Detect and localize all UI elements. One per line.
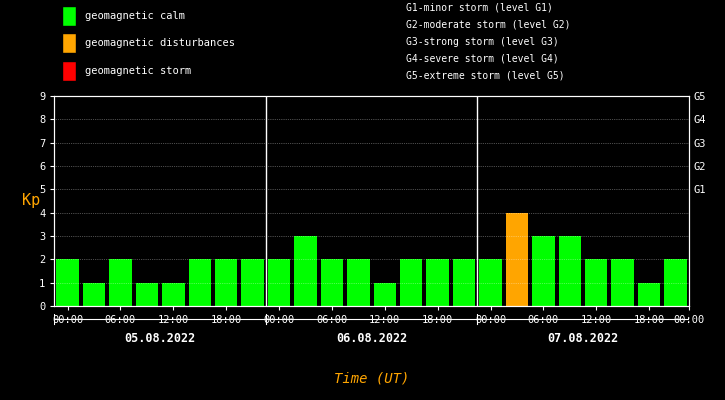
Text: G2-moderate storm (level G2): G2-moderate storm (level G2) <box>406 20 571 30</box>
FancyBboxPatch shape <box>62 6 76 26</box>
FancyBboxPatch shape <box>62 61 76 81</box>
Text: G4-severe storm (level G4): G4-severe storm (level G4) <box>406 54 559 64</box>
Bar <box>57 259 79 306</box>
Text: G1-minor storm (level G1): G1-minor storm (level G1) <box>406 3 553 13</box>
Bar <box>83 283 105 306</box>
Bar <box>453 259 476 306</box>
Bar <box>479 259 502 306</box>
Bar <box>215 259 237 306</box>
Bar <box>373 283 396 306</box>
Text: geomagnetic disturbances: geomagnetic disturbances <box>85 38 235 48</box>
Bar <box>320 259 343 306</box>
Bar <box>188 259 211 306</box>
Text: 06.08.2022: 06.08.2022 <box>336 332 407 345</box>
Bar <box>638 283 660 306</box>
Bar <box>585 259 608 306</box>
Bar <box>347 259 370 306</box>
Bar <box>241 259 264 306</box>
Bar <box>162 283 185 306</box>
Bar <box>558 236 581 306</box>
Bar <box>400 259 423 306</box>
Text: geomagnetic calm: geomagnetic calm <box>85 11 185 21</box>
Bar <box>664 259 687 306</box>
Y-axis label: Kp: Kp <box>22 194 40 208</box>
Text: 05.08.2022: 05.08.2022 <box>125 332 196 345</box>
Bar <box>611 259 634 306</box>
Bar <box>426 259 449 306</box>
FancyBboxPatch shape <box>62 33 76 53</box>
Bar <box>136 283 158 306</box>
Text: 07.08.2022: 07.08.2022 <box>547 332 618 345</box>
Bar <box>268 259 290 306</box>
Text: G3-strong storm (level G3): G3-strong storm (level G3) <box>406 37 559 47</box>
Text: G5-extreme storm (level G5): G5-extreme storm (level G5) <box>406 71 565 81</box>
Text: geomagnetic storm: geomagnetic storm <box>85 66 191 76</box>
Bar <box>109 259 132 306</box>
Bar <box>294 236 317 306</box>
Bar <box>532 236 555 306</box>
Text: Time (UT): Time (UT) <box>334 371 409 386</box>
Bar <box>506 213 529 306</box>
